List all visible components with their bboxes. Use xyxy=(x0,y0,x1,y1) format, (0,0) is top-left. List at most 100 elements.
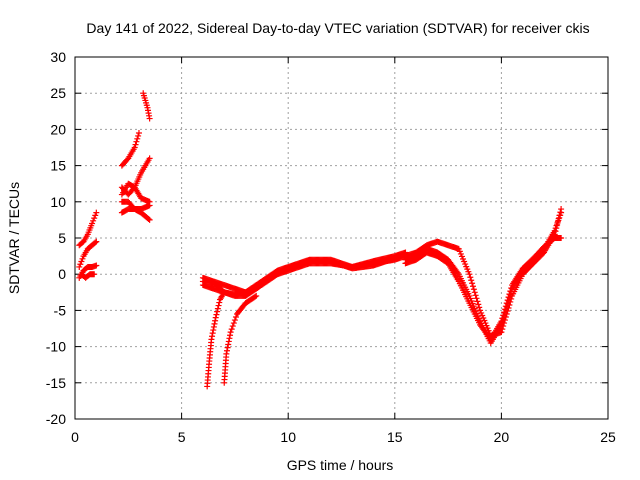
series-seg-b1 xyxy=(118,130,142,169)
data-point xyxy=(92,239,99,246)
y-tick-label: -10 xyxy=(46,339,66,355)
y-tick-label: 30 xyxy=(50,49,66,65)
data-point xyxy=(146,216,153,223)
data-point xyxy=(93,209,100,216)
data-point xyxy=(214,305,221,312)
data-point xyxy=(79,255,86,262)
data-point xyxy=(558,235,565,241)
data-point xyxy=(225,341,232,348)
data-point xyxy=(501,309,508,316)
data-point xyxy=(468,277,475,284)
data-point xyxy=(228,326,235,333)
y-tick-label: 20 xyxy=(50,121,66,137)
data-point xyxy=(215,302,222,309)
y-tick-label: 25 xyxy=(50,85,66,101)
series-seg-d1 xyxy=(204,289,228,390)
series-seg-b5 xyxy=(118,206,153,223)
data-point xyxy=(469,280,476,287)
data-point xyxy=(135,130,142,137)
data-point xyxy=(93,262,100,269)
data-point xyxy=(474,298,481,305)
data-point xyxy=(223,347,230,354)
y-tick-label: -15 xyxy=(46,375,66,391)
x-tick-label: 15 xyxy=(387,429,403,445)
x-tick-label: 20 xyxy=(494,429,510,445)
data-point xyxy=(506,291,513,298)
data-point xyxy=(146,202,153,209)
data-point xyxy=(470,286,477,293)
series-seg-a4 xyxy=(78,271,98,281)
x-axis-label: GPS time / hours xyxy=(287,457,394,473)
data-point xyxy=(212,314,219,321)
data-point xyxy=(252,293,259,300)
data-point xyxy=(133,138,140,145)
data-points xyxy=(76,90,565,390)
data-point xyxy=(469,283,476,290)
data-point xyxy=(89,220,96,227)
data-point xyxy=(78,258,85,265)
data-point xyxy=(473,295,480,302)
data-point xyxy=(91,215,98,222)
series-seg-d2 xyxy=(221,292,260,386)
y-tick-label: 0 xyxy=(58,266,66,282)
data-point xyxy=(507,288,514,295)
x-tick-label: 10 xyxy=(280,429,296,445)
data-point xyxy=(210,323,217,330)
data-point xyxy=(498,318,505,325)
data-point xyxy=(227,329,234,336)
data-point xyxy=(223,350,230,357)
data-point xyxy=(505,294,512,301)
data-point xyxy=(503,300,510,307)
data-point xyxy=(90,217,97,224)
data-point xyxy=(135,132,142,139)
data-point xyxy=(467,274,474,281)
data-point xyxy=(500,312,507,319)
data-point xyxy=(146,155,153,162)
data-point xyxy=(77,261,84,268)
data-point xyxy=(91,271,98,278)
series-seg-c3 xyxy=(199,255,398,298)
data-point xyxy=(508,285,515,292)
data-point xyxy=(221,289,228,296)
y-tick-label: 10 xyxy=(50,194,66,210)
y-axis-label: SDTVAR / TECUs xyxy=(6,182,22,294)
data-point xyxy=(229,323,236,330)
data-point xyxy=(92,212,99,219)
data-point xyxy=(475,301,482,308)
data-point xyxy=(227,332,234,339)
data-point xyxy=(214,308,221,315)
data-point xyxy=(471,289,478,296)
data-point xyxy=(209,330,216,337)
series-seg-e2 xyxy=(402,209,565,346)
data-point xyxy=(466,271,473,278)
data-point xyxy=(93,238,100,245)
data-point xyxy=(476,304,483,311)
data-point xyxy=(134,135,141,142)
data-point xyxy=(224,344,231,351)
data-point xyxy=(145,215,152,222)
x-tick-label: 0 xyxy=(71,429,79,445)
x-tick-label: 5 xyxy=(178,429,186,445)
chart-title: Day 141 of 2022, Sidereal Day-to-day VTE… xyxy=(86,20,589,36)
series-seg-e3 xyxy=(402,235,565,343)
data-point xyxy=(132,141,139,148)
data-point xyxy=(131,144,138,151)
y-tick-label: -20 xyxy=(46,411,66,427)
data-point xyxy=(210,327,217,334)
data-point xyxy=(226,335,233,342)
y-tick-label: -5 xyxy=(54,302,67,318)
data-point xyxy=(253,292,260,299)
axis-ticks: 0 5 10 15 20 25 -20 -15 -10 -5 0 5 10 15 20 25 30 xyxy=(46,49,616,445)
grid xyxy=(75,57,608,419)
y-tick-label: 5 xyxy=(58,230,66,246)
x-tick-label: 25 xyxy=(600,429,616,445)
data-point xyxy=(558,209,565,216)
series-seg-b3 xyxy=(118,180,153,205)
series-seg-b6 xyxy=(140,90,153,122)
series-seg-c2 xyxy=(199,249,409,296)
data-point xyxy=(231,317,238,324)
data-point xyxy=(502,303,509,310)
data-point xyxy=(225,338,232,345)
data-point xyxy=(213,311,220,318)
